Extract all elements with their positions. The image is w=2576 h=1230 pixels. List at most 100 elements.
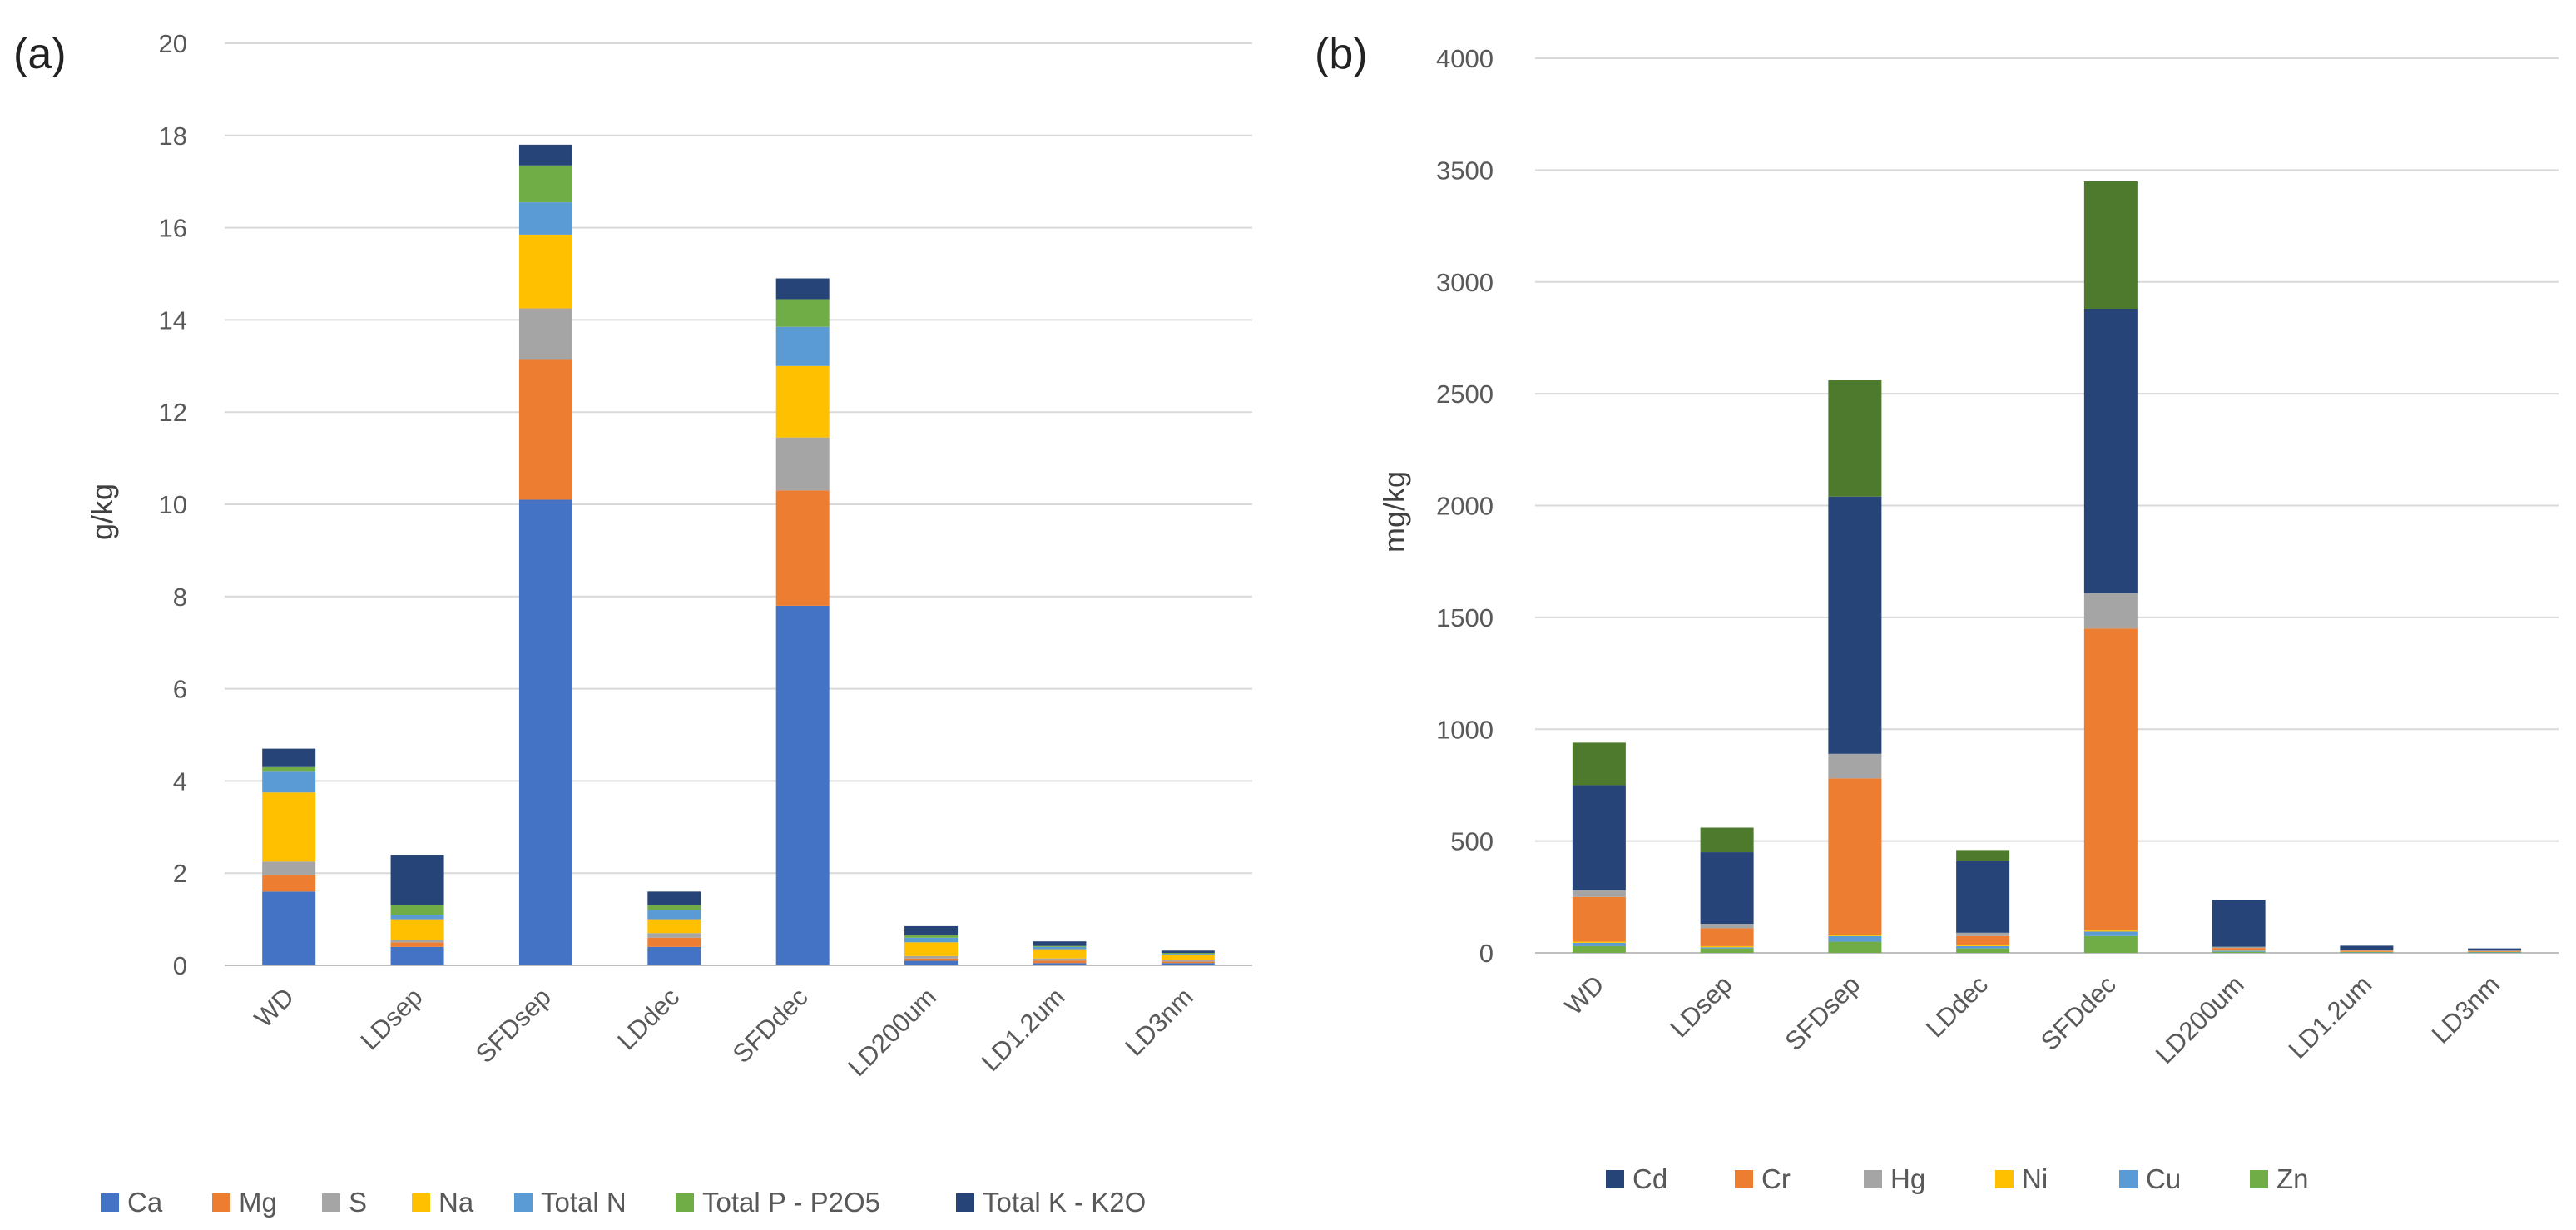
y-tick-label: 6 xyxy=(173,675,187,704)
bar-segment xyxy=(2212,951,2266,953)
bar-segment xyxy=(1572,890,1626,897)
bar-segment xyxy=(647,891,701,905)
y-tick-label: 1000 xyxy=(1436,715,1494,744)
bar-segment xyxy=(2083,309,2138,593)
bar-segment xyxy=(1033,941,1087,946)
bar-segment xyxy=(647,919,701,934)
bar-segment xyxy=(1828,496,1882,754)
x-tick-label: SFDsep xyxy=(1779,970,1865,1056)
bar-segment xyxy=(518,308,572,360)
bar-segment xyxy=(2083,931,2138,936)
bar-segment xyxy=(1700,947,1754,949)
bar-segment xyxy=(1828,380,1882,497)
bar-segment xyxy=(390,946,444,965)
gridlines-b xyxy=(1535,57,2559,954)
bar-segment xyxy=(2340,945,2394,950)
legend-entry: Cr xyxy=(1761,1163,1791,1194)
bar-segment xyxy=(2340,952,2394,953)
legend-swatch xyxy=(322,1193,340,1212)
x-tick-label: LD1.2um xyxy=(976,982,1071,1077)
legend-entry: Cu xyxy=(2146,1163,2181,1194)
bar-segment xyxy=(2468,952,2522,953)
bar-segment xyxy=(262,766,316,772)
legend-swatch xyxy=(212,1193,230,1212)
y-tick-label: 4000 xyxy=(1436,44,1494,73)
bar-segment xyxy=(775,299,830,327)
x-tick-labels-b: WD LDsep SFDsep LDdec SFDdec LD200um LD1.2um LD… xyxy=(1559,970,2506,1069)
bar-segment xyxy=(1033,946,1087,950)
chart-panel-b: (b) mg/kg 0 500 1000 1500 2000 2500 3000 3500 40… xyxy=(1315,30,2559,1194)
bar-segment xyxy=(1956,945,2010,946)
bar-segment xyxy=(518,165,572,203)
x-tick-label: LD1.2um xyxy=(2283,970,2378,1064)
legend-entry: Mg xyxy=(239,1187,277,1218)
bar-segment xyxy=(1033,945,1087,947)
bar-segment xyxy=(1572,742,1626,786)
y-tick-label: 500 xyxy=(1450,827,1494,856)
bar-segment xyxy=(904,935,959,938)
bar-segment xyxy=(1161,950,1215,954)
bar-segment xyxy=(647,905,701,910)
bar-segment xyxy=(775,365,830,438)
y-tick-labels-b: 0 500 1000 1500 2000 2500 3000 3500 4000 xyxy=(1436,44,1494,968)
bar-segment xyxy=(1828,778,1882,935)
x-tick-label: WD xyxy=(249,982,300,1033)
bar-segment xyxy=(1700,928,1754,946)
x-tick-label: LD3nm xyxy=(1119,982,1198,1061)
legend-entry: Na xyxy=(438,1187,474,1218)
bar-segment xyxy=(2212,946,2266,949)
bar-segment xyxy=(1828,935,1882,936)
y-tick-label: 0 xyxy=(1479,939,1494,968)
legend-swatch xyxy=(1995,1170,2014,1188)
y-tick-label: 0 xyxy=(173,951,187,980)
bar-segment xyxy=(1161,954,1215,955)
y-tick-label: 1500 xyxy=(1436,603,1494,632)
legend-entry: Total K - K2O xyxy=(983,1187,1146,1218)
bar-segment xyxy=(2212,950,2266,952)
bar-segment xyxy=(2340,950,2394,952)
bar-segment xyxy=(1161,953,1215,955)
x-tick-label: LDdec xyxy=(1920,970,1994,1043)
legend-swatch xyxy=(2250,1170,2268,1188)
y-axis-title-b: mg/kg xyxy=(1377,471,1411,553)
bar-segment xyxy=(390,919,444,940)
x-tick-label: SFDdec xyxy=(2035,970,2122,1056)
bar-segment xyxy=(390,942,444,947)
bar-segment xyxy=(775,437,830,491)
bar-segment xyxy=(1572,941,1626,943)
legend-swatch xyxy=(2119,1170,2138,1188)
y-tick-label: 16 xyxy=(159,214,187,243)
bar-segment xyxy=(1700,827,1754,853)
legend-swatch xyxy=(1606,1170,1624,1188)
bar-segment xyxy=(2212,948,2266,950)
legend-entry: S xyxy=(349,1187,367,1218)
chart-panel-a: (a) g/kg 0 2 4 6 8 10 12 14 16 18 20 WD LDsep SFDsep… xyxy=(13,29,1252,1218)
bar-segment xyxy=(390,940,444,943)
bar-segment xyxy=(1161,960,1215,962)
legend-b: Cd Cr Hg Ni Cu Zn xyxy=(1606,1163,2309,1194)
bar-segment xyxy=(518,499,572,965)
bar-segment xyxy=(2083,628,2138,931)
y-tick-labels-a: 0 2 4 6 8 10 12 14 16 18 20 xyxy=(159,29,187,980)
bar-segment xyxy=(1033,963,1087,965)
y-tick-label: 10 xyxy=(159,490,187,519)
bar-segment xyxy=(518,202,572,235)
bar-segment xyxy=(1956,945,2010,949)
bar-segment xyxy=(904,960,959,965)
bar-segment xyxy=(775,326,830,366)
x-tick-label: WD xyxy=(1559,970,1610,1020)
legend-entry: Total P - P2O5 xyxy=(702,1187,880,1218)
x-tick-label: SFDdec xyxy=(727,982,814,1069)
y-tick-label: 3000 xyxy=(1436,268,1494,297)
bar-segment xyxy=(2212,950,2266,951)
bar-segment xyxy=(390,905,444,915)
bar-segment xyxy=(1033,958,1087,961)
y-tick-label: 2500 xyxy=(1436,379,1494,409)
bar-segment xyxy=(1033,949,1087,959)
bar-segment xyxy=(262,792,316,862)
bar-segment xyxy=(2340,951,2394,953)
legend-entry: Zn xyxy=(2276,1163,2309,1194)
gridlines-a xyxy=(225,42,1252,966)
bar-segment xyxy=(2083,593,2138,629)
bar-segment xyxy=(1956,850,2010,861)
